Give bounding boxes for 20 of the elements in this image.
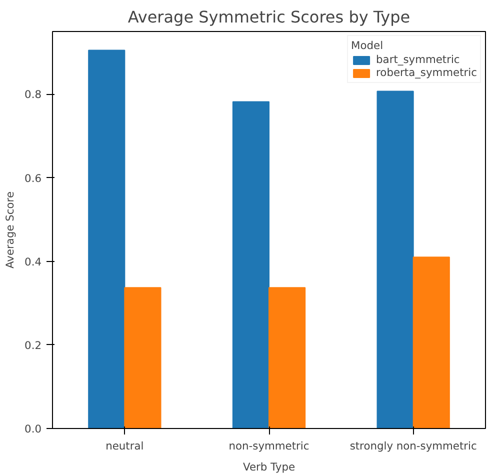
chart-title: Average Symmetric Scores by Type	[128, 8, 410, 26]
legend-title: Model	[351, 39, 384, 52]
y-tick-label: 0.8	[24, 88, 42, 102]
bar	[268, 287, 306, 428]
bar	[124, 287, 162, 428]
bar	[88, 50, 126, 428]
y-axis-title: Average Score	[4, 191, 17, 268]
y-tick-label: 0.0	[24, 422, 42, 436]
bar	[412, 256, 450, 428]
y-tick-label: 0.2	[24, 338, 42, 352]
x-axis-title: Verb Type	[242, 460, 296, 474]
y-tick-label: 0.4	[24, 255, 42, 268]
x-tick-label: neutral	[106, 440, 144, 452]
y-tick-label: 0.6	[24, 172, 42, 185]
bar	[376, 90, 414, 428]
bar	[232, 101, 270, 428]
x-tick-label: non-symmetric	[228, 440, 310, 452]
x-tick-label: strongly non-symmetric	[350, 440, 477, 452]
legend-label: bart_symmetric	[376, 53, 460, 66]
legend-label: roberta_symmetric	[376, 66, 477, 79]
